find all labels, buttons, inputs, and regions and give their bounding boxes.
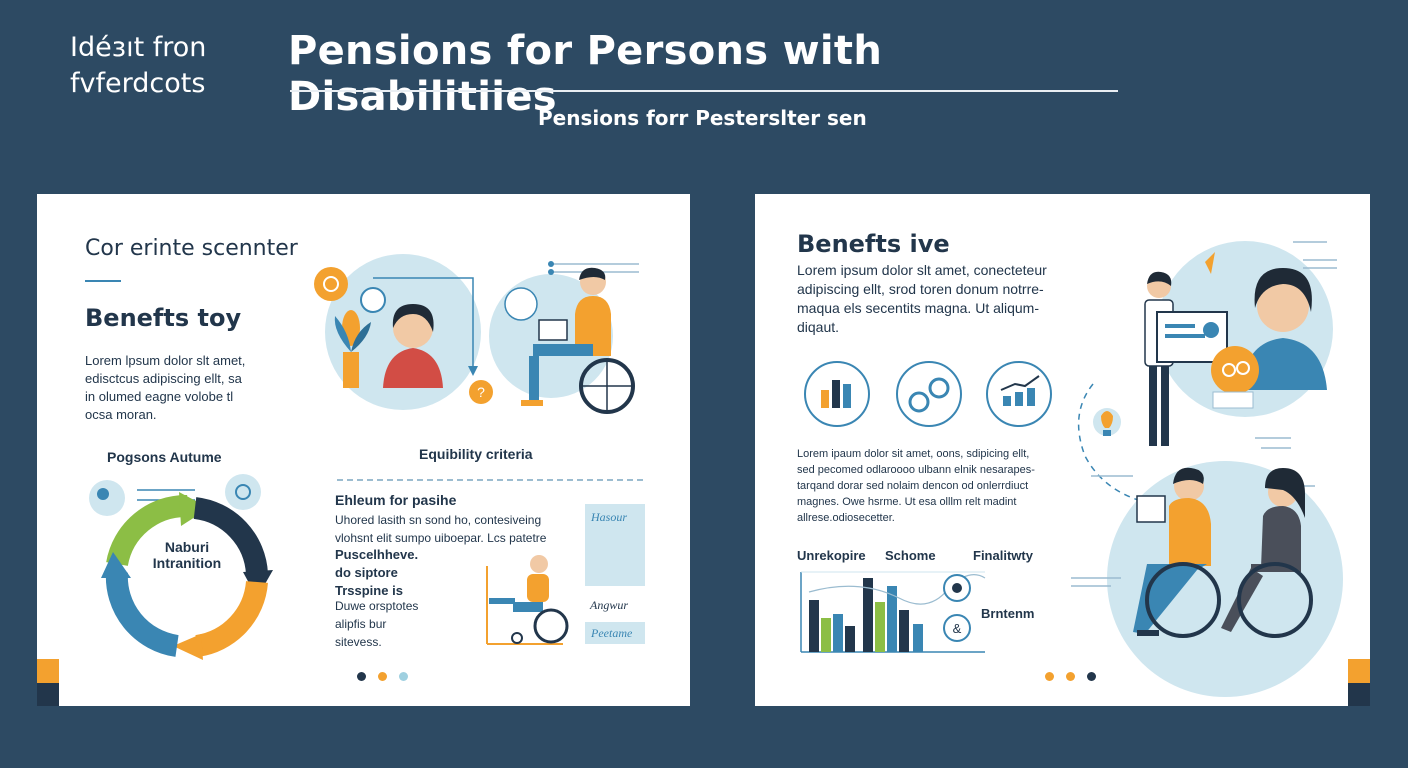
eligibility-small-line: alipfis bur	[335, 617, 387, 631]
cycle-center-line: Naburi	[164, 539, 210, 555]
chart-label: Unrekopire	[797, 548, 866, 563]
process-cycle-diagram	[89, 474, 273, 660]
heading-rule	[85, 280, 121, 282]
intro-text: Lorem ipsum dolor slt amet, conecteteur …	[797, 261, 1097, 337]
slide-heading: Cor erinte scennter	[85, 236, 298, 261]
brand-logo-text: Idéɜıt fron fvferdcots	[70, 30, 250, 102]
intro-line: ocsa moran.	[85, 407, 157, 422]
eligibility-small-line: Duwe orsptotes	[335, 599, 419, 613]
eligibility-bold-line: Trsspine is	[335, 583, 403, 598]
benefit-icons-row	[804, 361, 1052, 427]
pagination-dot[interactable]	[1066, 672, 1075, 681]
slide-right[interactable]: Benefts ive Lorem ipsum dolor slt amet, …	[755, 194, 1370, 706]
slide-title: Benefts ive	[797, 230, 950, 258]
eligibility-bold-text: Puscelhheve. do siptore Trsspine is	[335, 546, 418, 600]
intro-line: edisctcus adipiscing ellt, sa	[85, 371, 242, 386]
pagination-dot[interactable]	[1087, 672, 1096, 681]
accent-bar-navy	[37, 683, 59, 706]
page-title: Pensions for Persons with Disabilitiies	[288, 28, 883, 120]
intro-line: adipiscing ellt, srod toren donum notrre…	[797, 281, 1044, 297]
eligibility-text: Uhored lasith sn sond ho, contesiveing v…	[335, 511, 546, 547]
pagination-dot[interactable]	[378, 672, 387, 681]
eligibility-bold-line: do siptore	[335, 565, 398, 580]
cycle-title: Pogsons Autume	[107, 449, 222, 465]
eligibility-small-text: Duwe orsptotes alipfis bur sitevess.	[335, 597, 418, 651]
eligibility-line: Uhored lasith sn sond ho, contesiveing	[335, 513, 542, 527]
pagination-dot[interactable]	[357, 672, 366, 681]
slide-pagination[interactable]	[1045, 672, 1096, 681]
side-label: Angwur	[590, 598, 629, 612]
intro-line: maqua els secentits magna. Ut aliqum-	[797, 300, 1039, 316]
side-label: Peetame	[591, 626, 633, 640]
eligibility-line: vlohsnt elit sumpo uiboepar. Lcs patetre	[335, 531, 547, 545]
chart-legend-icons: &	[943, 574, 971, 642]
accent-bar-orange	[37, 659, 59, 683]
body-line: allrese.odiosecetter.	[797, 512, 895, 524]
eligibility-title: Equibility criteria	[419, 446, 533, 462]
bar-chart-graphic	[800, 571, 986, 653]
pagination-dot[interactable]	[1045, 672, 1054, 681]
svg-text:&: &	[953, 621, 962, 636]
side-card-top: Hasour	[585, 504, 645, 586]
body-line: magnes. Owe hsrme. Ut esa olllm relt mad…	[797, 496, 1017, 508]
side-card-bottom: Peetame	[585, 622, 645, 644]
intro-text: Lorem lpsum dolor slt amet, edisctcus ad…	[85, 352, 305, 424]
intro-line: Lorem lpsum dolor slt amet,	[85, 353, 246, 368]
page-subtitle: Pensions forr Pesterslter sen	[538, 106, 867, 130]
body-line: tarqand dorar sed nolaim dencon od onler…	[797, 480, 1029, 492]
svg-text:?: ?	[477, 384, 485, 400]
slide-pagination[interactable]	[357, 672, 408, 681]
body-line: sed pecomed odlaroooo ulbann elnik nesar…	[797, 464, 1035, 476]
brand-line-2: fvferdcots	[70, 68, 206, 99]
woman-illustration: ?	[314, 254, 493, 410]
accent-bar-orange	[1348, 659, 1370, 683]
eligibility-bold-line: Puscelhheve.	[335, 547, 419, 562]
cycle-center-line: Intranition	[152, 555, 222, 571]
slide-left[interactable]: Cor erinte scennter Benefts toy Lorem lp…	[37, 194, 690, 706]
side-label: Hasour	[591, 510, 628, 524]
cycle-center-label: Naburi Intranition	[137, 539, 237, 571]
eligibility-divider	[337, 479, 643, 481]
benefits-title: Benefts toy	[85, 304, 242, 332]
chart-label: Finalitwty	[973, 548, 1033, 563]
title-divider	[290, 90, 1118, 92]
eligibility-small-line: sitevess.	[335, 635, 382, 649]
wheelchair-user-illustration	[489, 261, 639, 414]
chart-label: Schome	[885, 548, 936, 563]
accent-bar-navy	[1348, 683, 1370, 706]
body-text: Lorem ipaum dolor sit amet, oons, sdipic…	[797, 446, 1097, 526]
body-line: Lorem ipaum dolor sit amet, oons, sdipic…	[797, 448, 1030, 460]
team-illustration	[1071, 241, 1343, 697]
intro-line: Lorem ipsum dolor slt amet, conecteteur	[797, 262, 1047, 278]
eligibility-subtitle: Ehleum for pasihe	[335, 492, 457, 508]
chart-label: Brntenm	[981, 606, 1035, 621]
brand-line-1: Idéɜıt fron	[70, 32, 207, 63]
intro-line: diqaut.	[797, 319, 840, 335]
pagination-dot[interactable]	[399, 672, 408, 681]
intro-line: in olumed eagne volobe tl	[85, 389, 234, 404]
wheelchair-desk-illustration	[486, 555, 569, 645]
